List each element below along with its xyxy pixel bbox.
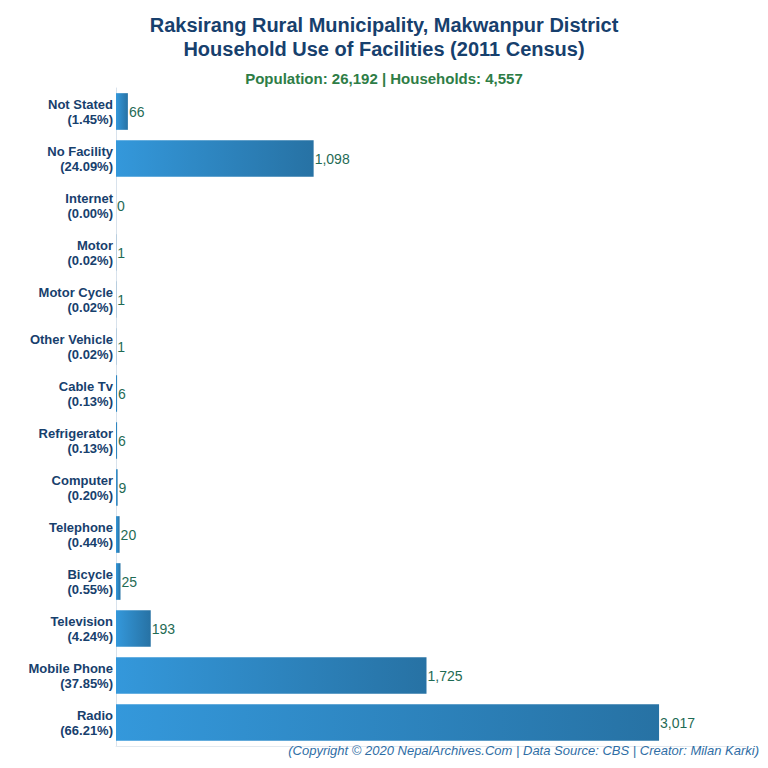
- svg-text:1: 1: [117, 245, 125, 261]
- svg-text:66: 66: [129, 104, 145, 120]
- svg-text:Television: Television: [50, 614, 113, 629]
- svg-text:6: 6: [118, 386, 126, 402]
- svg-text:1: 1: [117, 292, 125, 308]
- svg-text:(0.02%): (0.02%): [67, 253, 113, 268]
- svg-text:0: 0: [117, 198, 125, 214]
- svg-text:25: 25: [122, 574, 138, 590]
- svg-text:Population: 26,192 | Household: Population: 26,192 | Households: 4,557: [245, 70, 523, 87]
- svg-text:Raksirang Rural Municipality,: Raksirang Rural Municipality, Makwanpur …: [150, 14, 619, 36]
- svg-text:(0.02%): (0.02%): [67, 347, 113, 362]
- svg-text:(0.13%): (0.13%): [67, 394, 113, 409]
- svg-text:(1.45%): (1.45%): [67, 112, 113, 127]
- svg-text:Other Vehicle: Other Vehicle: [30, 332, 113, 347]
- svg-text:Household Use of Facilities (2: Household Use of Facilities (2011 Census…: [183, 38, 584, 60]
- svg-text:(66.21%): (66.21%): [60, 723, 113, 738]
- svg-text:Not Stated: Not Stated: [48, 97, 113, 112]
- svg-text:(0.02%): (0.02%): [67, 300, 113, 315]
- svg-text:Computer: Computer: [52, 473, 113, 488]
- svg-text:(0.20%): (0.20%): [67, 488, 113, 503]
- svg-text:Motor Cycle: Motor Cycle: [39, 285, 113, 300]
- svg-text:Cable Tv: Cable Tv: [59, 379, 114, 394]
- svg-text:Bicycle: Bicycle: [67, 567, 113, 582]
- svg-text:(0.13%): (0.13%): [67, 441, 113, 456]
- svg-text:1,725: 1,725: [428, 668, 463, 684]
- svg-text:6: 6: [118, 433, 126, 449]
- svg-text:Internet: Internet: [65, 191, 113, 206]
- svg-text:Refrigerator: Refrigerator: [39, 426, 113, 441]
- svg-text:20: 20: [121, 527, 137, 543]
- svg-text:Motor: Motor: [77, 238, 113, 253]
- svg-text:Telephone: Telephone: [49, 520, 113, 535]
- svg-text:1: 1: [117, 339, 125, 355]
- svg-text:(Copyright © 2020 NepalArchive: (Copyright © 2020 NepalArchives.Com | Da…: [288, 743, 759, 758]
- svg-text:(0.00%): (0.00%): [67, 206, 113, 221]
- svg-text:(37.85%): (37.85%): [60, 676, 113, 691]
- svg-text:(0.44%): (0.44%): [67, 535, 113, 550]
- svg-text:(4.24%): (4.24%): [67, 629, 113, 644]
- svg-text:1,098: 1,098: [315, 151, 350, 167]
- svg-text:(24.09%): (24.09%): [60, 159, 113, 174]
- svg-text:Radio: Radio: [77, 708, 113, 723]
- svg-text:3,017: 3,017: [660, 715, 695, 731]
- svg-text:Mobile Phone: Mobile Phone: [29, 661, 114, 676]
- svg-text:No Facility: No Facility: [47, 144, 114, 159]
- svg-text:9: 9: [119, 480, 127, 496]
- svg-text:(0.55%): (0.55%): [67, 582, 113, 597]
- svg-text:193: 193: [152, 621, 176, 637]
